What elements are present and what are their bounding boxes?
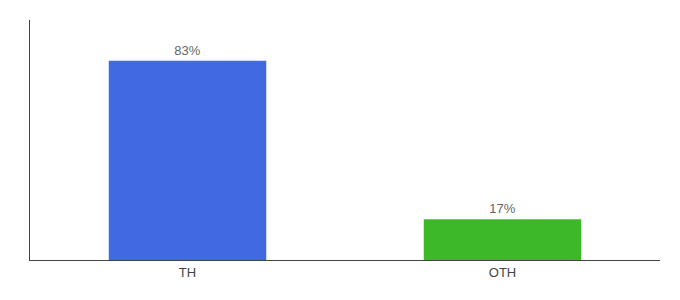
svg-text:TH: TH [179, 265, 196, 280]
svg-text:17%: 17% [489, 201, 515, 216]
svg-text:OTH: OTH [489, 265, 516, 280]
svg-text:83%: 83% [174, 43, 200, 58]
